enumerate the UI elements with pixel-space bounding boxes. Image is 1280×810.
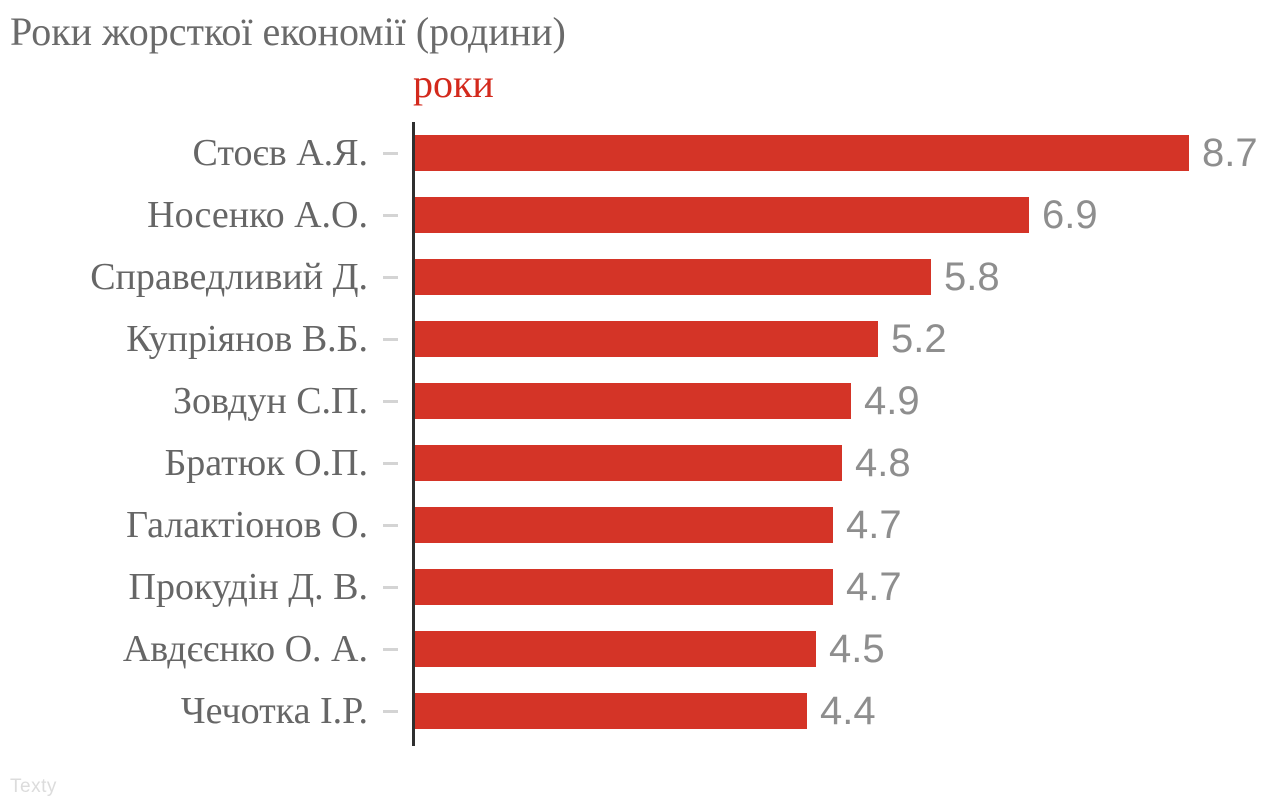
value-label: 5.2 xyxy=(891,316,947,361)
category-label: Купріянов В.Б. xyxy=(126,318,368,360)
tick-mark xyxy=(383,399,398,403)
bar-rows: Стоєв А.Я. 8.7 Носенко А.О. 6.9 Справедл… xyxy=(0,122,1280,742)
texty-watermark: Texty xyxy=(10,776,57,797)
plot-area: Стоєв А.Я. 8.7 Носенко А.О. 6.9 Справедл… xyxy=(0,122,1280,746)
value-label: 6.9 xyxy=(1042,192,1098,237)
tick-mark xyxy=(383,151,398,155)
bar-row: Братюк О.П. 4.8 xyxy=(0,432,1280,494)
y-axis-line xyxy=(412,122,415,746)
category-label: Авдєєнко О. А. xyxy=(122,628,368,670)
bar-row: Чечотка І.Р. 4.4 xyxy=(0,680,1280,742)
series-label: роки xyxy=(413,61,494,106)
bar-row: Справедливий Д. 5.8 xyxy=(0,246,1280,308)
bar-row: Прокудін Д. В. 4.7 xyxy=(0,556,1280,618)
bar xyxy=(415,321,878,357)
bar xyxy=(415,507,833,543)
value-label: 4.7 xyxy=(846,564,902,609)
tick-mark xyxy=(383,337,398,341)
bar xyxy=(415,135,1189,171)
value-label: 8.7 xyxy=(1202,130,1258,175)
tick-mark xyxy=(383,213,398,217)
category-label: Носенко А.О. xyxy=(147,194,368,236)
tick-mark xyxy=(383,585,398,589)
category-label: Стоєв А.Я. xyxy=(192,132,369,174)
value-label: 4.7 xyxy=(846,502,902,547)
bar xyxy=(415,197,1029,233)
category-label: Зовдун С.П. xyxy=(173,380,368,422)
tick-mark xyxy=(383,709,398,713)
value-label: 4.9 xyxy=(864,378,920,423)
tick-mark xyxy=(383,275,398,279)
bar-row: Авдєєнко О. А. 4.5 xyxy=(0,618,1280,680)
bar xyxy=(415,259,931,295)
category-label: Справедливий Д. xyxy=(90,256,368,298)
bar xyxy=(415,445,842,481)
bar-row: Галактіонов О. 4.7 xyxy=(0,494,1280,556)
tick-mark xyxy=(383,461,398,465)
category-label: Галактіонов О. xyxy=(126,504,368,546)
value-label: 4.4 xyxy=(820,688,876,733)
category-label: Братюк О.П. xyxy=(164,442,368,484)
bar-row: Носенко А.О. 6.9 xyxy=(0,184,1280,246)
value-label: 4.8 xyxy=(855,440,911,485)
bar-row: Стоєв А.Я. 8.7 xyxy=(0,122,1280,184)
bar-row: Зовдун С.П. 4.9 xyxy=(0,370,1280,432)
category-label: Чечотка І.Р. xyxy=(180,690,368,732)
tick-mark xyxy=(383,647,398,651)
value-label: 5.8 xyxy=(944,254,1000,299)
bar xyxy=(415,569,833,605)
bar xyxy=(415,631,816,667)
bar xyxy=(415,383,851,419)
tick-mark xyxy=(383,523,398,527)
value-label: 4.5 xyxy=(829,626,885,671)
bar xyxy=(415,693,807,729)
chart-title: Роки жорсткої економії (родини) xyxy=(10,9,566,54)
category-label: Прокудін Д. В. xyxy=(128,566,368,608)
bar-row: Купріянов В.Б. 5.2 xyxy=(0,308,1280,370)
